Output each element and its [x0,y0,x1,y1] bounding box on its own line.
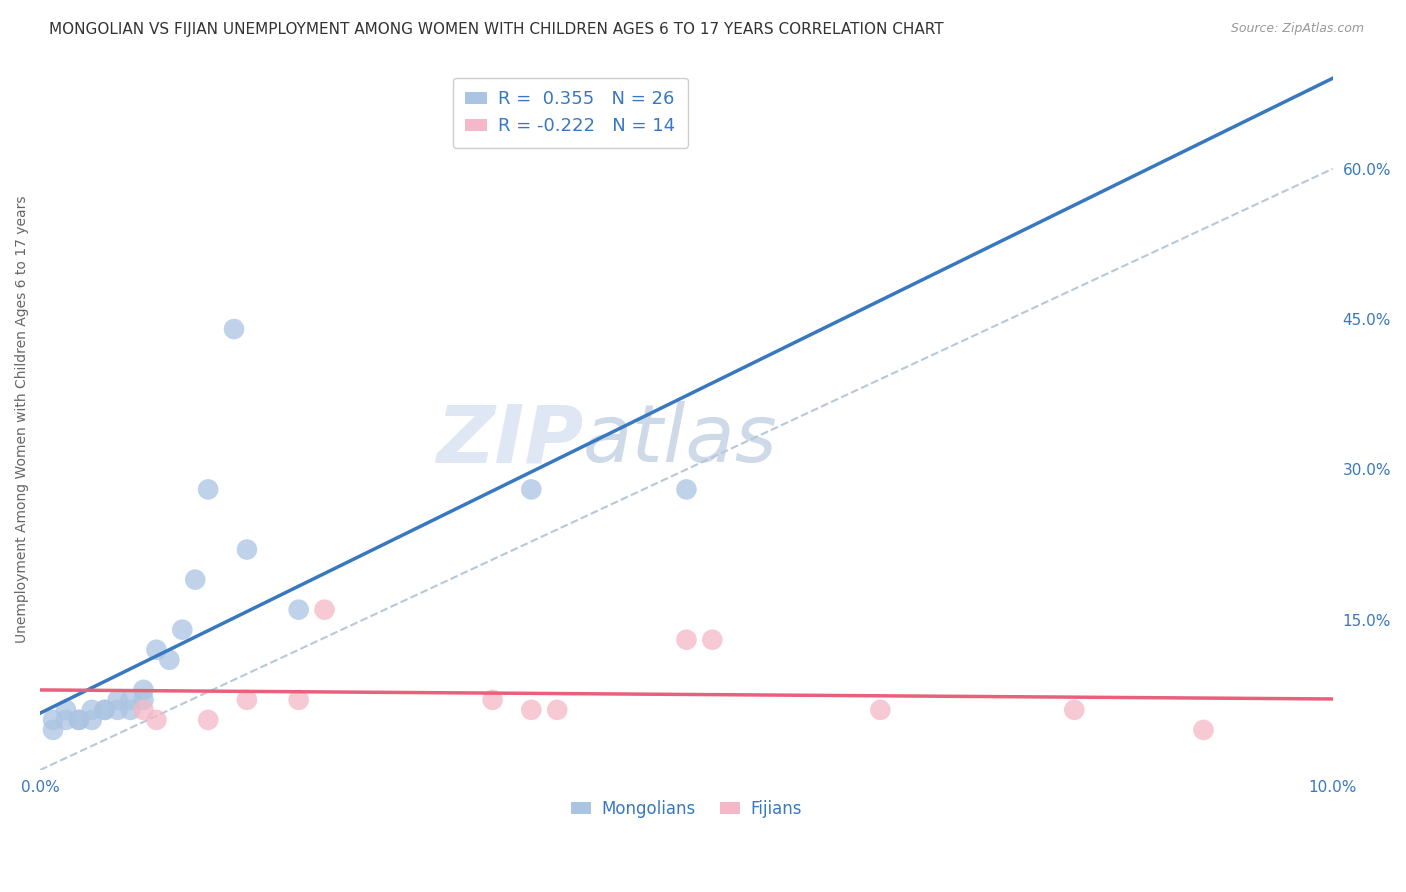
Text: ZIP: ZIP [436,401,583,479]
Point [236,542,259,557]
Point [55,713,77,727]
Text: MONGOLIAN VS FIJIAN UNEMPLOYMENT AMONG WOMEN WITH CHILDREN AGES 6 TO 17 YEARS CO: MONGOLIAN VS FIJIAN UNEMPLOYMENT AMONG W… [49,22,943,37]
Point [55,703,77,717]
Point [1192,723,1215,737]
Point [546,703,568,717]
Point [93,703,115,717]
Point [702,632,724,647]
Point [520,703,543,717]
Point [157,653,180,667]
Text: Source: ZipAtlas.com: Source: ZipAtlas.com [1230,22,1364,36]
Point [145,642,167,657]
Point [869,703,891,717]
Point [675,632,697,647]
Point [67,713,90,727]
Point [236,693,259,707]
Point [145,713,167,727]
Point [132,682,155,697]
Point [314,602,336,616]
Point [481,693,503,707]
Point [107,703,129,717]
Point [42,713,65,727]
Point [675,483,697,497]
Point [107,693,129,707]
Point [120,693,142,707]
Legend: Mongolians, Fijians: Mongolians, Fijians [564,794,808,825]
Point [287,602,309,616]
Point [93,703,115,717]
Point [80,713,103,727]
Point [222,322,245,336]
Point [172,623,194,637]
Point [80,703,103,717]
Point [184,573,207,587]
Point [120,703,142,717]
Point [42,723,65,737]
Point [132,703,155,717]
Point [197,713,219,727]
Point [520,483,543,497]
Point [197,483,219,497]
Point [287,693,309,707]
Point [67,713,90,727]
Point [1063,703,1085,717]
Y-axis label: Unemployment Among Women with Children Ages 6 to 17 years: Unemployment Among Women with Children A… [15,195,30,643]
Point [132,693,155,707]
Text: atlas: atlas [583,401,778,479]
